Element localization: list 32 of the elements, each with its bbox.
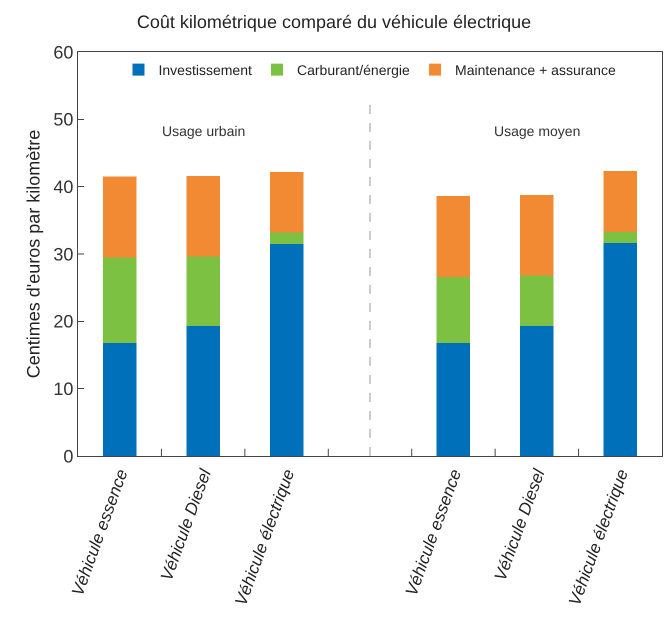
y-tick-label: 10: [53, 378, 74, 399]
legend-label: Investissement: [158, 62, 252, 78]
bar: [520, 276, 554, 326]
bar: [604, 243, 637, 456]
y-tick-label: 20: [53, 312, 74, 332]
legend-label: Maintenance + assurance: [455, 62, 616, 78]
y-tick-label: 30: [53, 244, 74, 264]
bar: [103, 342, 136, 456]
bar: [186, 326, 220, 456]
y-tick-label: 40: [53, 176, 74, 197]
bar: [520, 194, 554, 276]
bar: [604, 171, 637, 232]
bar: [103, 257, 136, 343]
bar: [436, 196, 470, 277]
legend-label: Carburant/énergie: [296, 62, 410, 78]
bar: [270, 172, 304, 232]
y-axis-title: Centimes d'euros par kilomètre: [24, 130, 44, 378]
bar: [186, 256, 220, 326]
y-tick-label: 0: [63, 446, 74, 466]
bar: [270, 244, 304, 456]
bar: [103, 176, 136, 258]
bar: [520, 326, 554, 456]
bar: [186, 176, 220, 257]
chart-title: Coût kilométrique comparé du véhicule électrique: [136, 12, 532, 32]
bar: [270, 232, 304, 244]
annotation: Usage moyen: [494, 123, 580, 139]
bar: [436, 276, 470, 343]
y-tick-label: 50: [53, 110, 74, 130]
y-tick-label: 60: [53, 42, 74, 62]
bar: [604, 232, 637, 244]
annotation: Usage urbain: [162, 123, 246, 139]
bar: [436, 342, 470, 456]
